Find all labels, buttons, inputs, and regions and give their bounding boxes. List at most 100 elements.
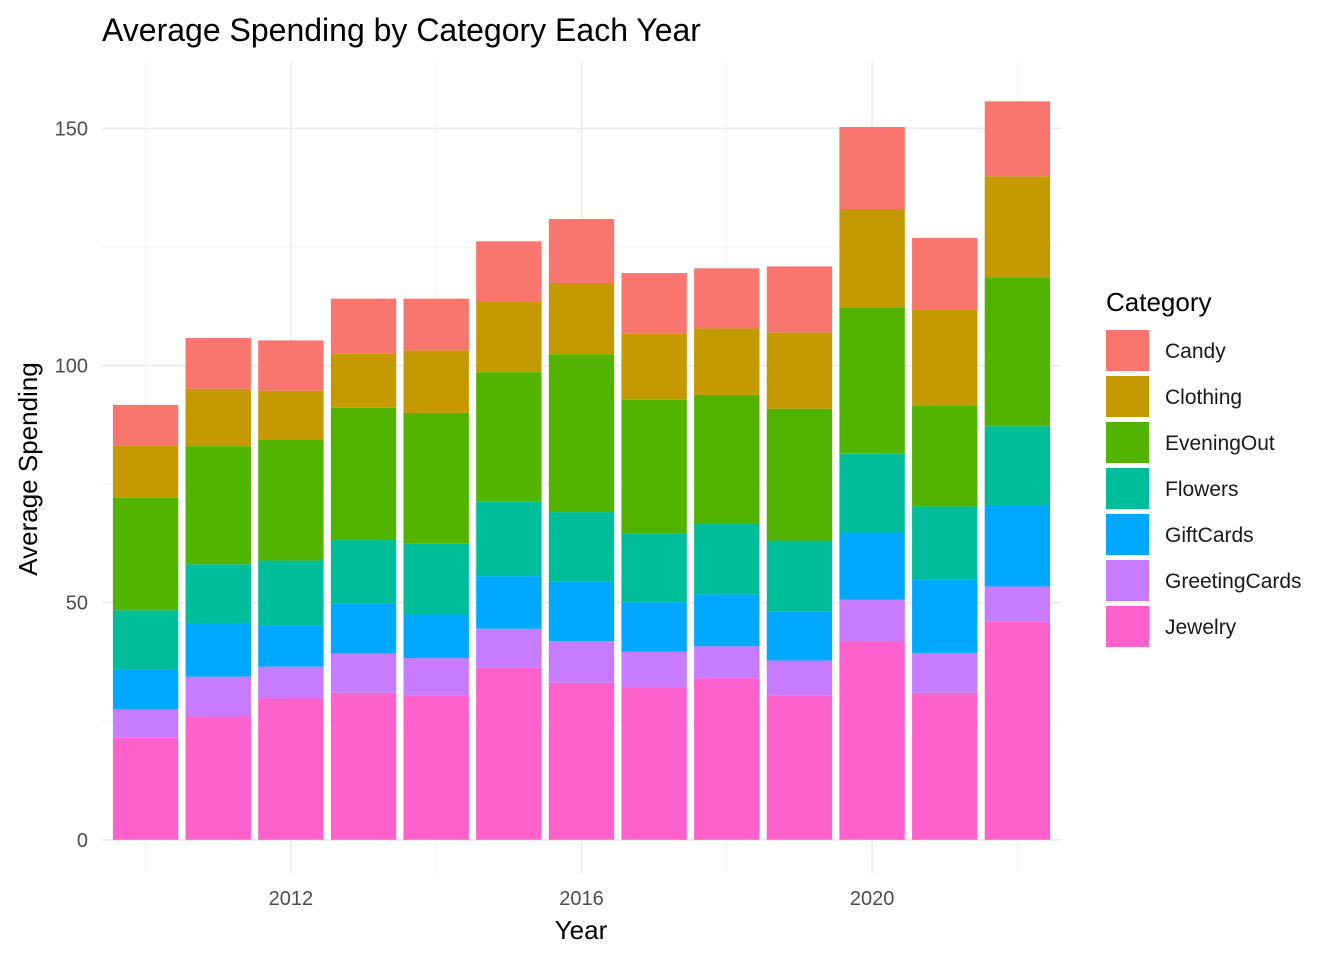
bar-segment-greetingcards-2020: [839, 599, 905, 642]
y-tick-label: 50: [66, 593, 88, 615]
bar-segment-clothing-2021: [912, 309, 978, 406]
bar-segment-flowers-2013: [330, 540, 397, 604]
bar-segment-jewelry-2022: [984, 621, 1051, 840]
bar-segment-giftcards-2020: [839, 532, 905, 600]
bar-segment-candy-2022: [984, 101, 1051, 177]
legend-swatch: [1106, 514, 1149, 555]
legend-swatch: [1106, 468, 1149, 509]
legend-item-clothing: Clothing: [1106, 376, 1242, 417]
bars: [112, 101, 1051, 840]
bar-segment-candy-2019: [766, 266, 833, 333]
bar-segment-greetingcards-2011: [185, 676, 251, 717]
bar-stack-2019: [766, 266, 833, 840]
legend-swatch: [1106, 606, 1149, 647]
bar-segment-flowers-2011: [185, 564, 251, 624]
bar-stack-2010: [112, 404, 179, 840]
bar-segment-giftcards-2010: [112, 669, 179, 710]
bar-segment-giftcards-2013: [330, 603, 397, 654]
bar-segment-candy-2015: [476, 241, 542, 302]
bar-segment-clothing-2012: [258, 390, 324, 440]
y-axis-ticks: 0 50 100 150: [55, 118, 88, 851]
bar-segment-giftcards-2018: [694, 594, 760, 647]
legend-label: Jewelry: [1165, 616, 1237, 639]
legend: Category Candy Clothing EveningOut Flowers G…: [1106, 287, 1302, 647]
bar-segment-flowers-2017: [621, 533, 687, 603]
bar-segment-eveningout-2013: [330, 407, 397, 541]
bar-segment-greetingcards-2016: [548, 641, 615, 683]
bar-segment-greetingcards-2022: [984, 586, 1051, 622]
bar-segment-giftcards-2021: [912, 579, 978, 653]
bar-segment-greetingcards-2010: [112, 709, 179, 738]
x-axis-title: Year: [555, 915, 608, 945]
legend-label: GiftCards: [1165, 524, 1254, 547]
bar-segment-jewelry-2010: [112, 737, 179, 840]
bar-segment-eveningout-2015: [476, 372, 542, 502]
bar-segment-giftcards-2022: [984, 504, 1051, 587]
bar-segment-flowers-2022: [984, 426, 1051, 505]
legend-item-jewelry: Jewelry: [1106, 606, 1237, 647]
bar-stack-2011: [185, 338, 251, 840]
bar-segment-eveningout-2022: [984, 277, 1051, 427]
bar-stack-2014: [403, 298, 469, 840]
bar-segment-giftcards-2016: [548, 581, 615, 642]
bar-segment-giftcards-2019: [766, 611, 833, 661]
bar-segment-candy-2018: [694, 268, 760, 329]
bar-segment-clothing-2020: [839, 209, 905, 308]
bar-segment-giftcards-2017: [621, 602, 687, 652]
bar-segment-flowers-2015: [476, 501, 542, 577]
legend-title: Category: [1106, 287, 1212, 317]
x-tick-label: 2012: [269, 888, 314, 910]
y-axis-title: Average Spending: [13, 362, 43, 575]
legend-label: GreetingCards: [1165, 570, 1302, 593]
bar-segment-greetingcards-2019: [766, 660, 833, 696]
y-tick-label: 150: [55, 118, 88, 140]
bar-segment-jewelry-2017: [621, 687, 687, 840]
bar-segment-greetingcards-2018: [694, 646, 760, 679]
bar-segment-jewelry-2014: [403, 695, 469, 840]
bar-segment-clothing-2011: [185, 388, 251, 447]
bar-segment-eveningout-2016: [548, 354, 615, 513]
bar-stack-2020: [839, 126, 905, 840]
bar-segment-jewelry-2012: [258, 698, 324, 840]
bar-segment-candy-2017: [621, 273, 687, 334]
bar-segment-jewelry-2019: [766, 695, 833, 840]
bar-stack-2017: [621, 273, 687, 840]
bar-stack-2015: [476, 241, 542, 840]
bar-segment-clothing-2014: [403, 350, 469, 413]
bar-segment-jewelry-2013: [330, 692, 397, 840]
legend-items: Candy Clothing EveningOut Flowers GiftCards G…: [1106, 330, 1302, 647]
bar-segment-candy-2016: [548, 218, 615, 284]
legend-label: Candy: [1165, 340, 1226, 363]
bar-segment-flowers-2019: [766, 540, 833, 612]
bar-segment-candy-2020: [839, 126, 905, 210]
bar-segment-greetingcards-2017: [621, 651, 687, 688]
legend-label: Clothing: [1165, 386, 1242, 409]
x-axis-ticks: 2012 2016 2020: [269, 888, 895, 910]
bar-segment-flowers-2020: [839, 453, 905, 533]
bar-segment-eveningout-2021: [912, 405, 978, 507]
bar-segment-jewelry-2015: [476, 667, 542, 840]
legend-item-greetingcards: GreetingCards: [1106, 560, 1302, 601]
bar-segment-greetingcards-2015: [476, 628, 542, 668]
legend-label: Flowers: [1165, 478, 1239, 501]
bar-segment-greetingcards-2021: [912, 652, 978, 693]
bar-segment-candy-2013: [330, 298, 397, 354]
bar-segment-giftcards-2014: [403, 614, 469, 659]
bar-segment-eveningout-2017: [621, 399, 687, 534]
legend-label: EveningOut: [1165, 432, 1275, 455]
bar-segment-flowers-2018: [694, 523, 760, 595]
bar-segment-clothing-2022: [984, 176, 1051, 278]
legend-item-flowers: Flowers: [1106, 468, 1239, 509]
legend-swatch: [1106, 330, 1149, 371]
bar-segment-candy-2010: [112, 404, 179, 446]
bar-stack-2021: [912, 237, 978, 840]
bar-segment-greetingcards-2012: [258, 666, 324, 699]
chart-title: Average Spending by Category Each Year: [102, 12, 701, 48]
bar-segment-greetingcards-2013: [330, 653, 397, 693]
x-tick-label: 2016: [559, 888, 604, 910]
bar-segment-clothing-2010: [112, 445, 179, 498]
bar-segment-jewelry-2020: [839, 641, 905, 840]
bar-segment-flowers-2014: [403, 543, 469, 615]
bar-segment-greetingcards-2014: [403, 658, 469, 696]
